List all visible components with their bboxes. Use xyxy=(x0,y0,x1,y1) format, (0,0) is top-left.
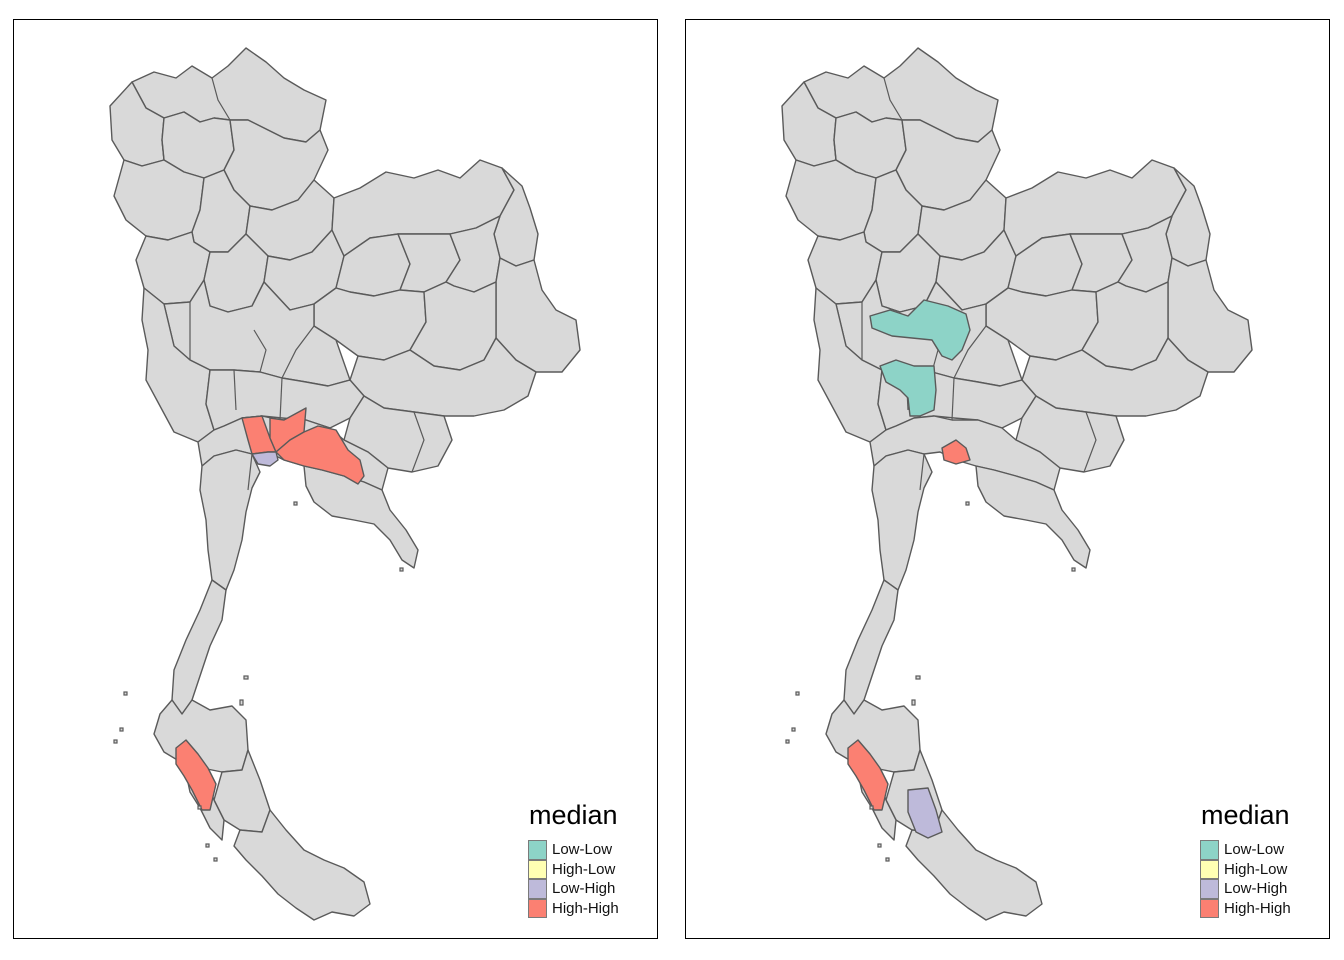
map-panel-left: median Low-Low High-Low Low-High High-Hi… xyxy=(13,19,658,939)
legend-label-low-high: Low-High xyxy=(552,880,616,897)
legend-label-low-high: Low-High xyxy=(1224,880,1288,897)
legend-swatch-high-low xyxy=(528,859,547,879)
province-south-4 xyxy=(905,809,1043,921)
thailand-map-right xyxy=(781,47,1253,921)
legend-item-high-low: High-Low xyxy=(528,859,648,879)
province-south-1 xyxy=(843,579,899,715)
legend-label-high-low: High-Low xyxy=(552,860,616,878)
base-provinces xyxy=(109,47,581,921)
region-south-central xyxy=(907,787,943,839)
legend-label-high-high: High-High xyxy=(1224,899,1291,917)
legend-label-high-low: High-Low xyxy=(1224,860,1288,878)
legend-item-low-high: Low-High xyxy=(528,879,648,899)
legend-left: median Low-Low High-Low Low-High High-Hi… xyxy=(528,800,648,918)
region-east-band xyxy=(275,425,365,485)
legend-title: median xyxy=(1201,800,1290,830)
province-south-1 xyxy=(171,579,227,715)
highlighted-regions-left xyxy=(175,407,365,811)
region-south-west-coast xyxy=(847,739,889,811)
province-west-2 xyxy=(871,449,933,591)
region-nakhon-sawan xyxy=(869,299,971,361)
province-east-2 xyxy=(975,465,1091,569)
region-suphan-uthai xyxy=(879,359,937,417)
region-south-west-coast xyxy=(175,739,217,811)
highlighted-regions-right xyxy=(847,299,971,839)
base-provinces xyxy=(781,47,1253,921)
legend-swatch-high-high xyxy=(1200,898,1219,918)
islands-left xyxy=(113,501,404,862)
thailand-map-left xyxy=(109,47,581,921)
legend-label-low-low: Low-Low xyxy=(552,841,613,858)
province-east-2 xyxy=(303,465,419,569)
legend-right: median Low-Low High-Low Low-High High-Hi… xyxy=(1200,800,1320,918)
legend-label-low-low: Low-Low xyxy=(1224,841,1285,858)
legend-item-low-high: Low-High xyxy=(1200,879,1320,899)
islands-right xyxy=(785,501,1076,862)
legend-item-low-low: Low-Low xyxy=(528,840,648,860)
province-west-2 xyxy=(199,449,261,591)
legend-swatch-low-low xyxy=(528,840,547,860)
map-panel-right: median Low-Low High-Low Low-High High-Hi… xyxy=(685,19,1330,939)
legend-item-high-high: High-High xyxy=(1200,898,1320,918)
province-south-4 xyxy=(233,809,371,921)
legend-item-high-low: High-Low xyxy=(1200,859,1320,879)
legend-item-low-low: Low-Low xyxy=(1200,840,1320,860)
legend-swatch-low-low xyxy=(1200,840,1219,860)
region-samut-prakan xyxy=(941,439,971,465)
legend-swatch-high-high xyxy=(528,898,547,918)
region-bangkok xyxy=(251,451,279,467)
province-borders-left xyxy=(161,77,425,491)
legend-swatch-high-low xyxy=(1200,859,1219,879)
legend-title: median xyxy=(529,800,618,830)
legend-item-high-high: High-High xyxy=(528,898,648,918)
legend-swatch-low-high xyxy=(528,879,547,899)
legend-swatch-low-high xyxy=(1200,879,1219,899)
legend-label-high-high: High-High xyxy=(552,899,619,917)
